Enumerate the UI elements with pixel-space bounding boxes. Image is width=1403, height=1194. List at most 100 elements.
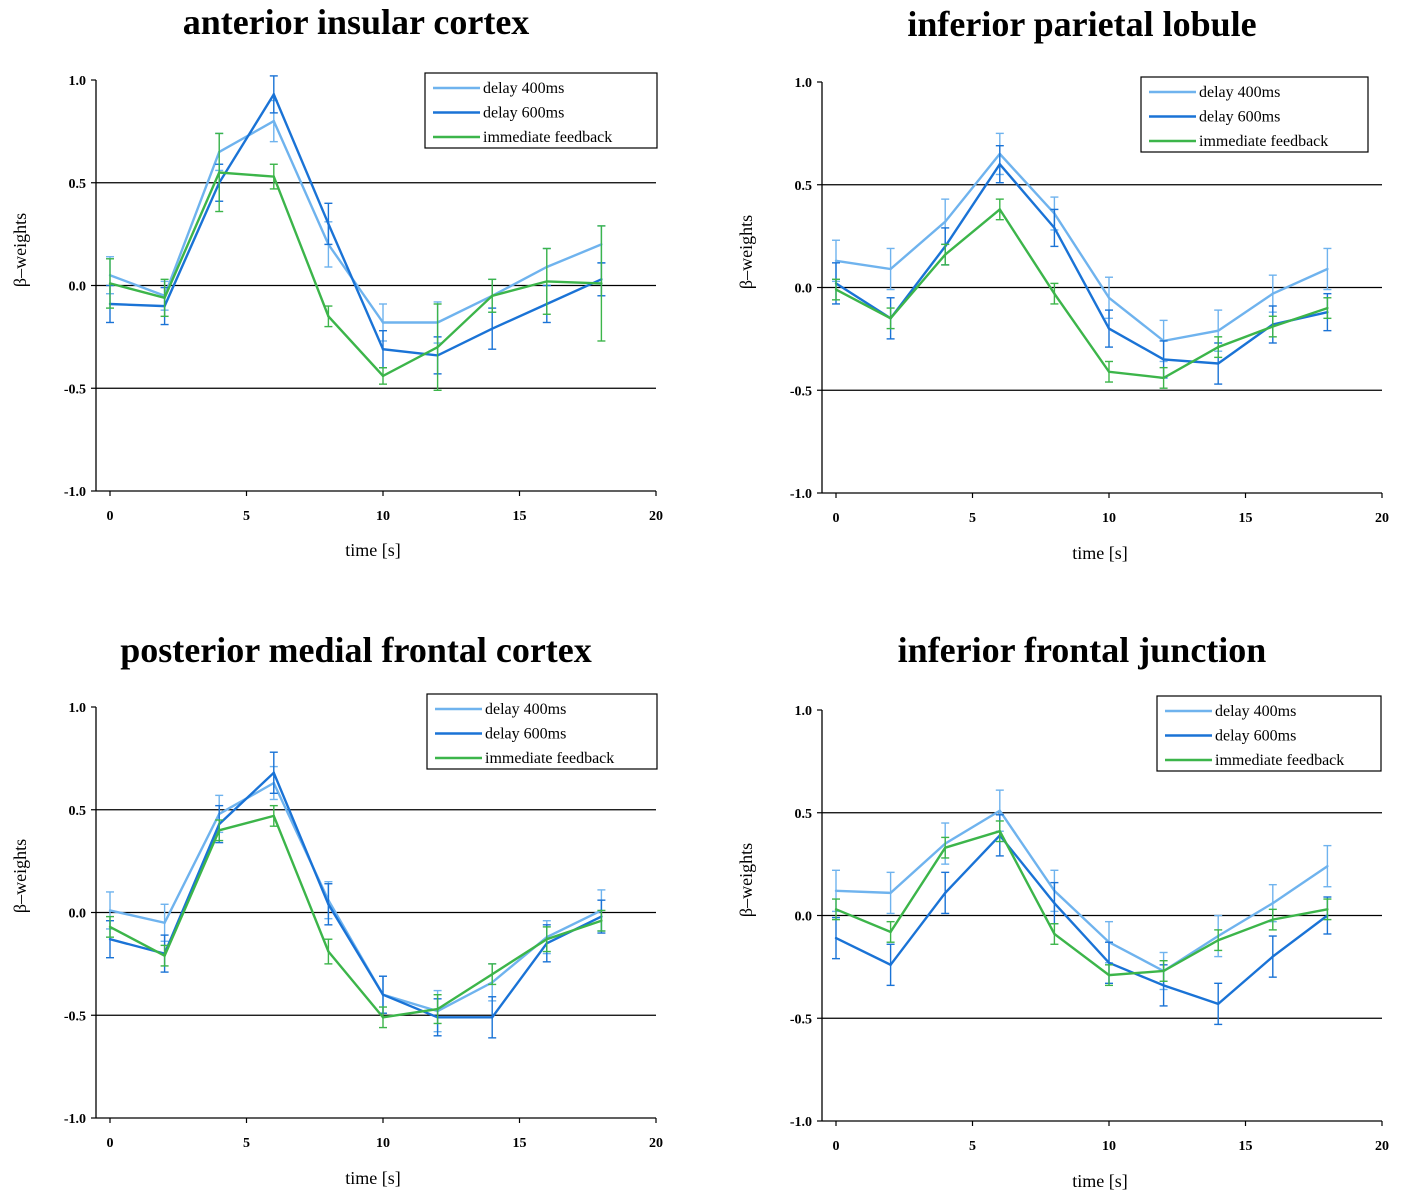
y-tick-label: 0.0 bbox=[795, 910, 813, 925]
x-axis-label: time [s] bbox=[345, 1168, 401, 1188]
x-tick-label: 15 bbox=[1239, 1139, 1253, 1154]
series-line bbox=[835, 829, 1328, 977]
data-point bbox=[1107, 973, 1111, 977]
series-delay-400ms bbox=[832, 789, 1332, 991]
chart-title: inferior parietal lobule bbox=[907, 4, 1256, 44]
data-point bbox=[1271, 292, 1275, 295]
chart-panel-2: inferior parietal lobule 1.0 0.5 0.0 -0.5 -1.… bbox=[736, 4, 1389, 563]
data-point bbox=[889, 891, 892, 895]
y-tick-label: 0.0 bbox=[69, 280, 87, 295]
data-point bbox=[998, 830, 1001, 833]
data-point bbox=[834, 288, 838, 291]
data-point bbox=[1326, 267, 1329, 271]
x-tick-label: 10 bbox=[1102, 1139, 1116, 1154]
data-point bbox=[1217, 938, 1220, 942]
data-point bbox=[218, 171, 221, 174]
legend-label: delay 400ms bbox=[485, 701, 566, 718]
x-tick-label: 15 bbox=[1239, 511, 1253, 526]
chart-panel-1: anterior insular cortex 1.0 0.5 0.0 -0.5 -1.0… bbox=[10, 2, 663, 560]
data-point bbox=[1053, 932, 1056, 936]
data-point bbox=[272, 93, 275, 96]
series-line bbox=[835, 809, 1329, 973]
y-tick-label: 1.0 bbox=[795, 76, 813, 91]
y-tick-label: 0.5 bbox=[795, 179, 813, 194]
y-tick-label: 0.0 bbox=[795, 282, 813, 297]
data-point bbox=[1107, 961, 1111, 964]
chart-panel-3: posterior medial frontal cortex 1.0 0.5 0.0… bbox=[10, 630, 663, 1188]
y-axis-label: β–weights bbox=[736, 215, 756, 289]
data-point bbox=[889, 267, 892, 271]
y-tick-label: 0.5 bbox=[795, 807, 813, 822]
y-tick-label: 1.0 bbox=[69, 701, 87, 716]
data-point bbox=[1326, 864, 1329, 868]
data-point bbox=[381, 374, 385, 378]
data-point bbox=[600, 282, 603, 285]
chart-title: posterior medial frontal cortex bbox=[120, 630, 592, 670]
series-delay-400ms bbox=[832, 132, 1332, 363]
y-tick-label: 1.0 bbox=[69, 74, 87, 89]
x-tick-label: 15 bbox=[513, 1136, 527, 1151]
series-delay-600ms bbox=[832, 145, 1332, 385]
data-point bbox=[108, 938, 112, 941]
data-point bbox=[381, 993, 385, 996]
x-tick-label: 5 bbox=[243, 509, 250, 524]
data-point bbox=[834, 936, 838, 940]
series-line bbox=[835, 833, 1329, 1006]
x-tick-label: 0 bbox=[107, 509, 114, 524]
data-point bbox=[491, 972, 494, 976]
legend-label: delay 400ms bbox=[1199, 84, 1280, 101]
x-axis-label: time [s] bbox=[1072, 543, 1128, 563]
data-point bbox=[491, 1016, 494, 1019]
series-line bbox=[109, 91, 602, 357]
x-tick-label: 10 bbox=[376, 1136, 390, 1151]
x-axis-label: time [s] bbox=[345, 540, 401, 560]
data-point bbox=[1326, 306, 1329, 310]
data-point bbox=[834, 908, 838, 911]
legend-label: delay 600ms bbox=[1199, 109, 1280, 126]
y-tick-label: -0.5 bbox=[64, 1009, 86, 1024]
series-immediate-feedback bbox=[106, 804, 606, 1029]
x-tick-label: 10 bbox=[376, 509, 390, 524]
legend: delay 400ms delay 600ms immediate feedback bbox=[426, 693, 658, 770]
data-point bbox=[381, 348, 385, 351]
data-point bbox=[1271, 901, 1275, 905]
data-point bbox=[272, 175, 275, 178]
x-tick-label: 0 bbox=[107, 1136, 114, 1151]
legend-label: immediate feedback bbox=[483, 129, 612, 146]
y-tick-label: 1.0 bbox=[795, 704, 813, 719]
chart-title: inferior frontal junction bbox=[898, 630, 1267, 670]
y-tick-label: 0.5 bbox=[69, 177, 87, 192]
data-point bbox=[1271, 325, 1275, 328]
y-tick-label: -1.0 bbox=[790, 1115, 812, 1130]
data-point bbox=[1162, 969, 1165, 973]
legend: delay 400ms delay 600ms immediate feedback bbox=[1140, 76, 1369, 153]
x-tick-label: 0 bbox=[833, 511, 840, 526]
data-point bbox=[163, 296, 166, 300]
y-tick-label: -0.5 bbox=[64, 382, 86, 397]
data-point bbox=[1107, 327, 1111, 330]
legend-label: delay 600ms bbox=[1215, 728, 1296, 745]
data-point bbox=[998, 809, 1001, 812]
data-point bbox=[381, 321, 385, 324]
data-point bbox=[1053, 901, 1056, 905]
data-point bbox=[944, 220, 947, 223]
data-point bbox=[944, 846, 947, 849]
data-point bbox=[436, 345, 439, 349]
y-tick-label: -0.5 bbox=[790, 384, 812, 399]
legend-label: delay 400ms bbox=[1215, 703, 1296, 720]
x-tick-label: 5 bbox=[969, 1139, 976, 1154]
data-point bbox=[327, 315, 330, 318]
data-point bbox=[1217, 362, 1220, 365]
data-point bbox=[1271, 955, 1275, 958]
data-point bbox=[1162, 358, 1165, 361]
data-point bbox=[327, 903, 330, 906]
data-point bbox=[108, 925, 112, 929]
legend-box bbox=[424, 72, 658, 149]
x-axis-label: time [s] bbox=[1072, 1171, 1128, 1191]
data-point bbox=[436, 1007, 439, 1011]
series-line bbox=[835, 162, 1328, 365]
series-line bbox=[109, 770, 602, 1019]
data-point bbox=[889, 930, 892, 934]
data-point bbox=[1217, 345, 1220, 349]
x-tick-label: 20 bbox=[649, 1136, 663, 1151]
